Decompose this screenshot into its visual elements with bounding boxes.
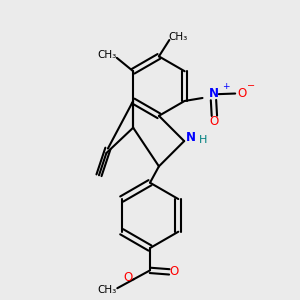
Text: CH₃: CH₃ — [168, 32, 187, 42]
Text: O: O — [237, 87, 246, 100]
Text: O: O — [169, 266, 178, 278]
Text: N: N — [208, 87, 218, 100]
Text: N: N — [186, 131, 196, 144]
Text: O: O — [210, 115, 219, 128]
Text: −: − — [248, 81, 256, 91]
Text: O: O — [124, 271, 133, 284]
Text: CH₃: CH₃ — [97, 285, 116, 295]
Text: CH₃: CH₃ — [98, 50, 117, 60]
Text: +: + — [222, 82, 229, 91]
Text: H: H — [198, 136, 207, 146]
